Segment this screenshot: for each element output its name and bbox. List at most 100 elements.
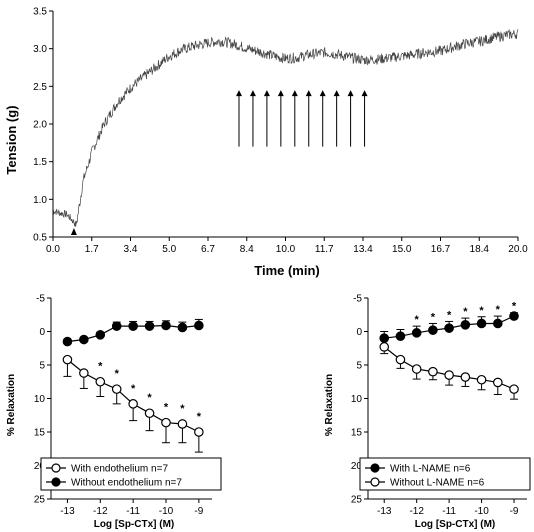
legend-label: Without L-NAME n=6 bbox=[390, 478, 485, 489]
y-tick-label: 20 bbox=[351, 461, 363, 472]
endothelium-series: * * * * * * * bbox=[62, 318, 204, 453]
data-point bbox=[128, 399, 138, 409]
x-tick-label: -10 bbox=[159, 506, 174, 517]
data-point bbox=[144, 408, 155, 419]
significance-marker: * bbox=[197, 411, 202, 423]
addition-arrow-head bbox=[291, 90, 298, 97]
data-point bbox=[144, 321, 155, 331]
tension-trace-line bbox=[52, 29, 519, 227]
x-tick-label: -13 bbox=[60, 506, 75, 517]
significance-marker: * bbox=[431, 311, 436, 323]
data-point bbox=[428, 366, 438, 377]
endothelium-concentration-response-panel: -5 0 5 10 15 20 25 -13 -12 -11 -10 -9 * * * * * * * With … bbox=[6, 294, 222, 530]
addition-arrow-head bbox=[263, 90, 270, 97]
addition-arrow-head bbox=[305, 90, 312, 97]
data-point bbox=[177, 419, 188, 429]
lname-axes: -5 0 5 10 15 20 25 -13 -12 -11 -10 -9 bbox=[351, 294, 527, 517]
data-point bbox=[379, 342, 390, 352]
data-point bbox=[194, 427, 204, 437]
addition-arrow-head bbox=[361, 90, 368, 97]
tension-y-axis-title: Tension (g) bbox=[4, 105, 19, 174]
data-point bbox=[111, 384, 122, 394]
x-tick-label: 18.4 bbox=[470, 244, 490, 255]
data-point bbox=[444, 323, 454, 333]
x-tick-label: -11 bbox=[442, 506, 456, 517]
legend-label: Without endothelium n=7 bbox=[71, 478, 182, 489]
data-point bbox=[62, 354, 73, 365]
significance-marker: * bbox=[479, 305, 484, 317]
x-tick-label: -9 bbox=[194, 506, 203, 517]
data-point bbox=[111, 321, 122, 331]
y-tick-label: 15 bbox=[34, 428, 46, 439]
y-tick-label: -5 bbox=[353, 294, 362, 305]
y-tick-label: 10 bbox=[34, 394, 46, 405]
tension-axes-frame bbox=[52, 11, 518, 238]
lname-concentration-response-panel: -5 0 5 10 15 20 25 -13 -12 -11 -10 -9 * * * * * * * With … bbox=[324, 294, 531, 530]
data-point bbox=[509, 384, 519, 394]
y-tick-label: 2.0 bbox=[33, 120, 47, 131]
y-tick-label: 1.5 bbox=[33, 157, 47, 168]
significance-marker: * bbox=[164, 402, 169, 414]
y-tick-label: 20 bbox=[34, 461, 46, 472]
x-tick-label: 13.4 bbox=[353, 244, 373, 255]
x-tick-label: -10 bbox=[474, 506, 489, 517]
y-tick-label: 5 bbox=[356, 361, 362, 372]
y-tick-label: 0 bbox=[356, 327, 362, 338]
endothelium-x-axis-title: Log [Sp-CTx] (M) bbox=[94, 519, 175, 530]
y-tick-label: 10 bbox=[351, 394, 363, 405]
x-tick-label: 10.0 bbox=[276, 244, 296, 255]
legend-box bbox=[40, 457, 222, 491]
data-point bbox=[95, 376, 106, 387]
y-tick-label: 3.5 bbox=[33, 7, 47, 18]
significance-marker: * bbox=[131, 383, 136, 395]
y-tick-label: 2.5 bbox=[33, 82, 47, 93]
legend-marker bbox=[370, 463, 380, 473]
significance-marker: * bbox=[415, 314, 420, 326]
x-tick-label: -12 bbox=[409, 506, 424, 517]
x-tick-label: 11.7 bbox=[315, 244, 334, 255]
x-tick-label: -12 bbox=[93, 506, 108, 517]
data-point bbox=[161, 417, 171, 428]
data-point bbox=[476, 318, 487, 329]
x-tick-label: 15.0 bbox=[392, 244, 412, 255]
data-point bbox=[128, 321, 138, 331]
x-tick-label: 5.0 bbox=[162, 244, 176, 255]
y-tick-label: 25 bbox=[34, 495, 46, 506]
start-marker bbox=[70, 228, 77, 235]
addition-arrow-head bbox=[249, 90, 256, 97]
legend-label: With endothelium n=7 bbox=[71, 464, 168, 475]
endothelium-axes: -5 0 5 10 15 20 25 -13 -12 -11 -10 -9 bbox=[34, 294, 212, 517]
legend-label: With L-NAME n=6 bbox=[390, 464, 471, 475]
y-tick-label: 3.0 bbox=[33, 44, 47, 55]
y-tick-label: 0.5 bbox=[33, 233, 47, 244]
addition-arrows bbox=[70, 90, 368, 235]
data-point bbox=[460, 372, 471, 382]
tension-y-axis: 0.5 1.0 1.5 2.0 2.5 3.0 3.5 bbox=[33, 7, 53, 244]
data-point bbox=[492, 377, 503, 388]
lname-legend: With L-NAME n=6 Without L-NAME n=6 bbox=[359, 457, 531, 491]
data-point bbox=[444, 370, 454, 380]
data-point bbox=[460, 319, 471, 330]
legend-marker bbox=[51, 463, 61, 473]
legend-marker bbox=[51, 477, 61, 487]
significance-marker: * bbox=[447, 309, 452, 321]
data-point bbox=[395, 331, 406, 341]
x-tick-label: -13 bbox=[377, 506, 392, 517]
data-point bbox=[428, 325, 438, 335]
data-point bbox=[79, 368, 89, 378]
endothelium-y-axis-title: % Relaxation bbox=[6, 374, 17, 436]
significance-marker: * bbox=[180, 403, 185, 415]
x-tick-label: 0.0 bbox=[46, 244, 60, 255]
data-point bbox=[177, 322, 188, 333]
x-tick-label: 1.7 bbox=[85, 244, 99, 255]
addition-arrow-head bbox=[277, 90, 284, 97]
addition-arrow-head bbox=[347, 90, 354, 97]
data-point bbox=[161, 320, 171, 331]
tension-trace bbox=[52, 29, 519, 227]
tension-trace-panel: 0.5 1.0 1.5 2.0 2.5 3.0 3.5 0.0 1.7 3.4 5.0 6.7 8.4… bbox=[4, 7, 528, 279]
x-tick-label: 16.7 bbox=[431, 244, 451, 255]
data-point bbox=[379, 333, 390, 343]
significance-marker: * bbox=[98, 361, 103, 373]
time-x-axis-title: Time (min) bbox=[254, 263, 320, 278]
